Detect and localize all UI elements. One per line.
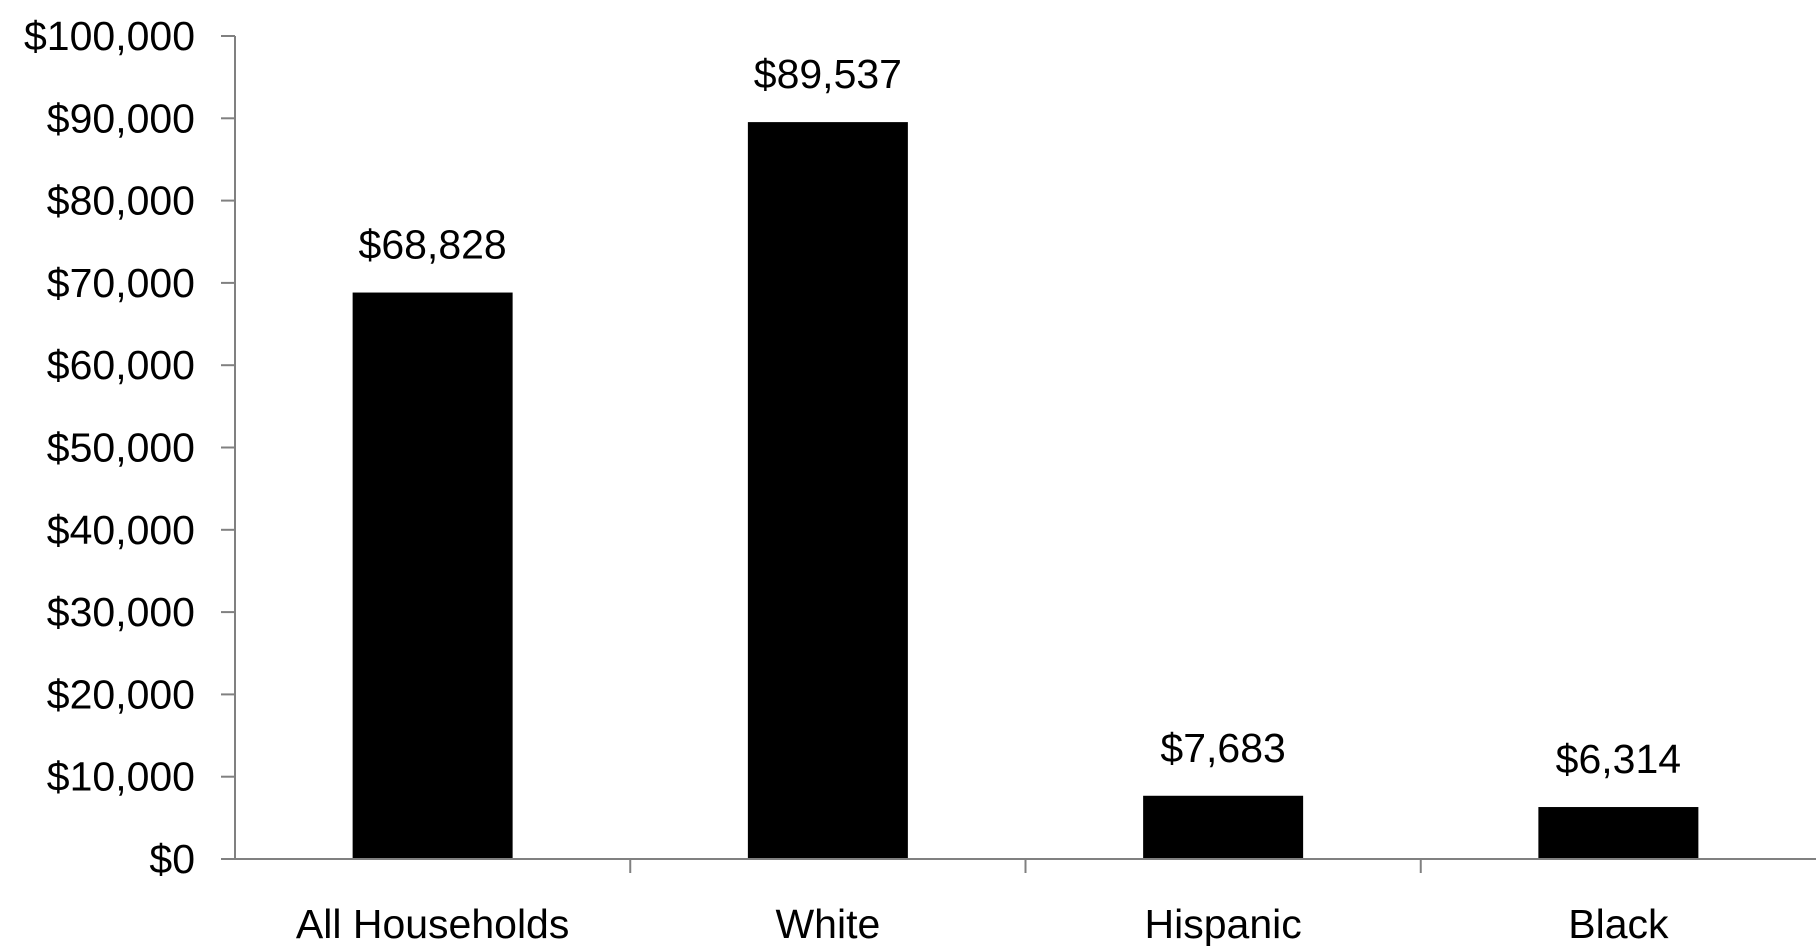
y-tick-label: $30,000 bbox=[47, 589, 195, 635]
y-tick-label: $0 bbox=[149, 836, 195, 882]
bar-white bbox=[747, 122, 908, 860]
data-label: $89,537 bbox=[754, 51, 902, 97]
y-tick-label: $50,000 bbox=[47, 425, 195, 471]
x-axis-ticks bbox=[629, 859, 1422, 873]
y-axis-ticks: $0 $10,000 $20,000 $30,000 $40,000 $50,000 $60… bbox=[24, 13, 235, 882]
bars bbox=[352, 122, 1699, 860]
y-tick-label: $90,000 bbox=[47, 95, 195, 141]
bar-all-households bbox=[352, 292, 513, 860]
data-label: $68,828 bbox=[359, 222, 507, 268]
category-label: All Households bbox=[296, 901, 570, 946]
category-label: Black bbox=[1568, 901, 1669, 946]
bar-hispanic bbox=[1143, 795, 1304, 859]
category-labels: All Households White Hispanic Black bbox=[296, 901, 1669, 947]
category-label: White bbox=[775, 901, 880, 946]
y-tick-label: $10,000 bbox=[47, 754, 195, 800]
data-label: $6,314 bbox=[1556, 736, 1681, 782]
y-tick-label: $100,000 bbox=[24, 13, 195, 59]
data-labels: $68,828 $89,537 $7,683 $6,314 bbox=[359, 51, 1682, 782]
y-tick-label: $40,000 bbox=[47, 507, 195, 553]
y-tick-label: $70,000 bbox=[47, 260, 195, 306]
category-label: Hispanic bbox=[1145, 901, 1302, 946]
y-tick-label: $20,000 bbox=[47, 671, 195, 717]
bar-black bbox=[1538, 807, 1699, 859]
data-label: $7,683 bbox=[1160, 725, 1285, 771]
y-tick-label: $80,000 bbox=[47, 178, 195, 224]
y-tick-label: $60,000 bbox=[47, 342, 195, 388]
